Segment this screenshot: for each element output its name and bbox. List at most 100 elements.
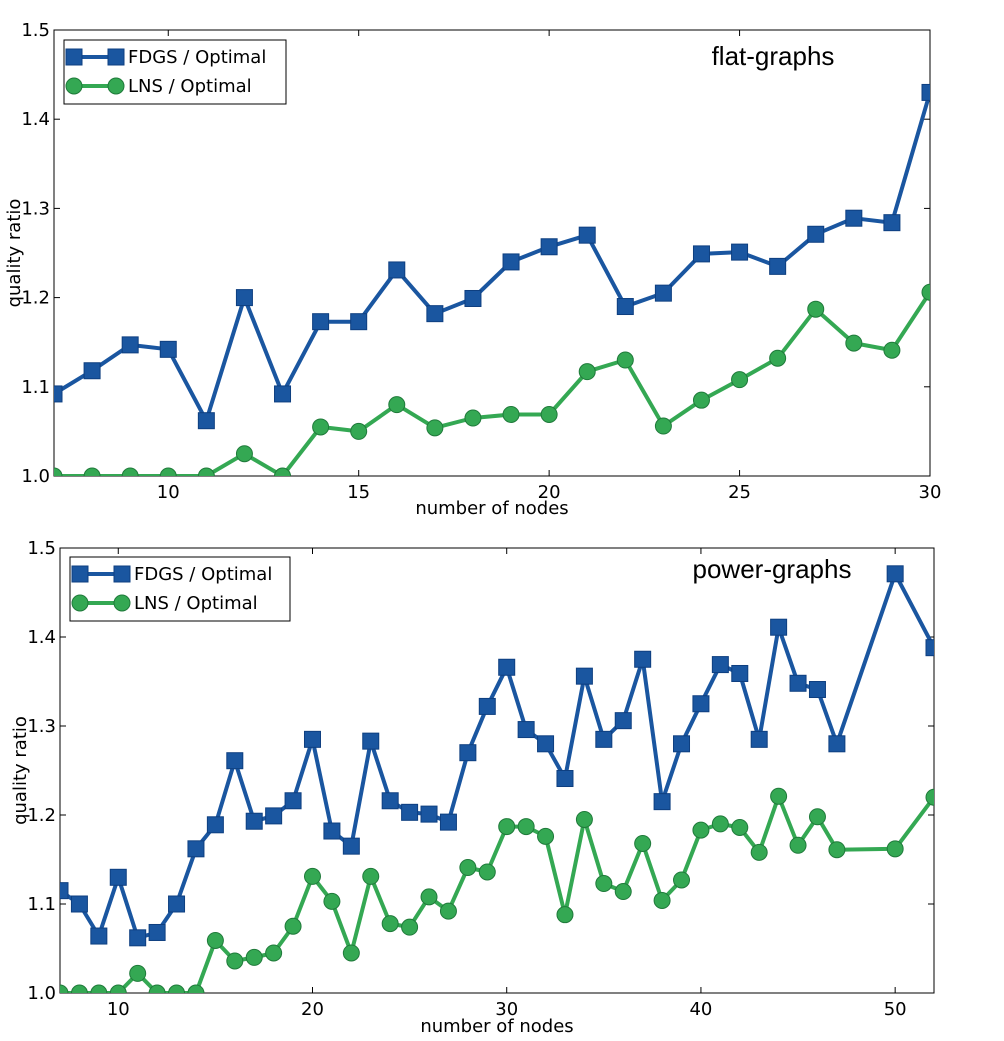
data-point-fdgs <box>537 735 555 753</box>
data-point-fdgs <box>90 927 108 945</box>
data-point-lns <box>148 984 166 993</box>
data-point-lns <box>808 808 826 826</box>
data-point-lns <box>692 821 710 839</box>
data-point-lns <box>595 875 613 893</box>
data-point-fdgs <box>616 298 634 316</box>
x-tick-label: 15 <box>347 482 370 503</box>
data-point-fdgs <box>265 807 283 825</box>
data-point-lns <box>362 867 380 885</box>
data-point-fdgs <box>711 656 729 674</box>
data-point-lns <box>459 859 477 877</box>
y-tick-label: 1.1 <box>21 377 50 398</box>
data-point-fdgs <box>478 697 496 715</box>
data-point-fdgs <box>388 261 406 279</box>
legend: FDGS / Optimal LNS / Optimal <box>63 39 287 105</box>
x-axis-label: number of nodes <box>415 498 568 519</box>
data-point-fdgs <box>426 305 444 323</box>
data-point-fdgs <box>129 929 147 947</box>
data-point-lns <box>265 944 283 962</box>
data-point-lns <box>464 409 482 427</box>
data-point-lns <box>439 902 457 920</box>
data-point-lns <box>614 883 632 901</box>
data-point-fdgs <box>148 923 166 941</box>
data-point-fdgs <box>420 805 438 823</box>
data-point-fdgs <box>750 730 768 748</box>
data-point-fdgs <box>925 639 934 657</box>
data-point-fdgs <box>614 712 632 730</box>
data-point-fdgs <box>312 313 330 331</box>
y-axis-label: quality ratio <box>10 716 31 825</box>
data-point-fdgs <box>540 238 558 256</box>
plot-frame <box>59 547 935 994</box>
data-point-lns <box>381 915 399 933</box>
data-point-lns <box>284 917 302 935</box>
data-point-lns <box>750 843 768 861</box>
plot-area <box>60 565 934 993</box>
data-point-lns <box>235 445 253 463</box>
data-point-fdgs <box>187 840 205 858</box>
x-tick-label: 20 <box>301 999 324 1020</box>
y-tick-label: 1.2 <box>27 805 56 826</box>
y-tick-label: 1.0 <box>21 466 50 487</box>
data-point-fdgs <box>159 340 177 358</box>
legend-label: LNS / Optimal <box>134 593 258 614</box>
data-point-fdgs <box>70 895 88 913</box>
chart-1: 10 15 20 25 30 1.0 1.1 1.2 1.3 1.4 1.5 number of no… <box>4 20 941 519</box>
data-point-lns <box>925 788 934 806</box>
data-point-lns <box>350 422 368 440</box>
data-point-lns <box>556 906 574 924</box>
data-point-fdgs <box>121 336 139 354</box>
data-point-lns <box>845 334 863 352</box>
data-point-fdgs <box>886 565 904 583</box>
data-point-fdgs <box>517 721 535 739</box>
data-point-lns <box>197 467 215 476</box>
data-point-lns <box>578 363 596 381</box>
data-point-fdgs <box>235 289 253 307</box>
data-point-lns <box>323 892 341 910</box>
series-line-lns <box>54 291 930 476</box>
data-point-lns <box>828 841 846 859</box>
data-point-lns <box>653 891 671 909</box>
legend-marker-circle <box>65 77 83 95</box>
data-point-lns <box>540 405 558 423</box>
data-point-lns <box>420 888 438 906</box>
data-point-lns <box>129 964 147 982</box>
data-point-fdgs <box>464 289 482 307</box>
data-point-lns <box>673 871 691 889</box>
chart-annotation: power-graphs <box>693 554 852 584</box>
y-tick-label: 1.0 <box>27 983 56 1004</box>
legend-label: FDGS / Optimal <box>128 47 266 68</box>
legend-marker-square <box>113 565 131 583</box>
data-point-fdgs <box>789 674 807 692</box>
x-axis-label: number of nodes <box>420 1016 573 1037</box>
data-point-lns <box>54 467 63 476</box>
data-point-lns <box>807 300 825 318</box>
data-point-fdgs <box>401 803 419 821</box>
data-point-lns <box>731 371 749 389</box>
data-point-lns <box>426 419 444 437</box>
data-point-fdgs <box>692 695 710 713</box>
x-tick-label: 30 <box>919 482 942 503</box>
data-point-lns <box>312 418 330 436</box>
legend: FDGS / Optimal LNS / Optimal <box>69 556 291 622</box>
data-point-lns <box>692 391 710 409</box>
legend-label: LNS / Optimal <box>128 76 252 97</box>
y-tick-label: 1.4 <box>21 109 50 130</box>
data-point-lns <box>731 818 749 836</box>
data-point-fdgs <box>731 664 749 682</box>
data-point-fdgs <box>921 83 930 101</box>
legend-box <box>63 39 287 105</box>
data-point-lns <box>206 931 224 949</box>
data-point-lns <box>498 818 516 836</box>
data-point-fdgs <box>381 792 399 810</box>
data-point-lns <box>502 405 520 423</box>
data-point-fdgs <box>692 245 710 263</box>
data-point-fdgs <box>284 792 302 810</box>
data-point-lns <box>654 417 672 435</box>
x-tick-label: 10 <box>107 999 130 1020</box>
data-point-fdgs <box>845 209 863 227</box>
data-point-lns <box>90 984 108 993</box>
data-point-fdgs <box>60 882 69 900</box>
chart-2: 10 20 30 40 50 1.0 1.1 1.2 1.3 1.4 1.5 number of no… <box>10 538 935 1037</box>
data-point-fdgs <box>323 822 341 840</box>
